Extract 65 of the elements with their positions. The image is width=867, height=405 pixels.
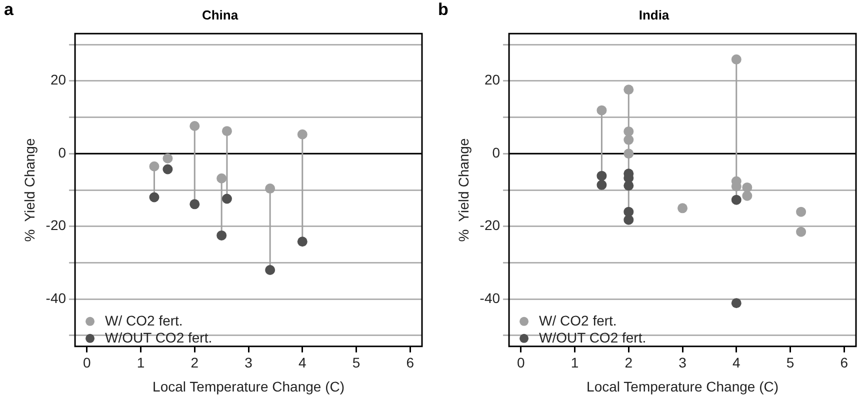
point	[149, 161, 160, 172]
point	[596, 180, 607, 190]
point	[216, 230, 227, 240]
x-axis-title: Local Temperature Change (C)	[152, 378, 344, 394]
point	[265, 184, 276, 194]
point	[624, 84, 634, 95]
y-tick-label: 20	[50, 72, 66, 88]
point	[222, 126, 232, 136]
x-tick-label: 4	[732, 354, 740, 371]
x-tick-label: 4	[298, 354, 306, 371]
y-tick-label: 0	[492, 144, 500, 160]
point	[297, 129, 308, 140]
x-tick-label: 6	[406, 354, 414, 371]
point	[624, 214, 634, 225]
legend-label: W/OUT CO2 fert.	[539, 329, 646, 346]
point	[731, 194, 742, 205]
x-tick-label: 5	[786, 354, 794, 371]
y-axis-title: % Yield Change	[21, 138, 38, 242]
point	[596, 105, 607, 116]
x-tick-label: 6	[840, 354, 848, 371]
y-tick-label: -40	[46, 290, 66, 306]
point	[731, 54, 742, 64]
x-tick-label: 3	[678, 354, 687, 371]
point	[624, 126, 634, 136]
y-tick-label: -40	[480, 290, 500, 306]
legend-label: W/ CO2 fert.	[539, 312, 617, 328]
point	[624, 180, 634, 191]
x-tick-label: 2	[624, 354, 633, 371]
y-tick-label: 0	[58, 144, 66, 160]
y-tick-label: 20	[484, 72, 500, 88]
point	[222, 194, 232, 204]
point	[596, 170, 607, 181]
point	[297, 236, 308, 247]
text: b	[438, 0, 448, 20]
x-tick-label: 0	[82, 354, 91, 371]
point	[731, 298, 742, 308]
x-tick-label: 1	[136, 354, 145, 371]
point	[624, 148, 634, 159]
legend-label: W/OUT CO2 fert.	[105, 329, 212, 346]
point	[796, 206, 806, 217]
point	[190, 199, 200, 210]
chart-title: China	[202, 7, 239, 22]
point	[149, 192, 160, 202]
x-tick-label: 3	[244, 354, 253, 371]
y-axis-title: % Yield Change	[455, 138, 472, 242]
point	[216, 173, 227, 184]
x-tick-label: 2	[190, 354, 199, 371]
point	[742, 190, 752, 201]
x-tick-label: 1	[570, 354, 579, 371]
point	[162, 153, 173, 164]
point	[162, 164, 173, 174]
x-axis-title: Local Temperature Change (C)	[586, 378, 778, 394]
legend-label: W/ CO2 fert.	[105, 312, 183, 328]
chart-title: India	[638, 7, 670, 22]
x-tick-label: 0	[516, 354, 525, 371]
point	[265, 265, 276, 276]
y-tick-label: -20	[46, 217, 66, 234]
y-tick-label: -20	[480, 217, 500, 234]
text: a	[4, 0, 14, 20]
x-tick-label: 5	[352, 354, 360, 371]
point	[190, 120, 200, 131]
point	[742, 182, 752, 192]
point	[624, 134, 634, 145]
point	[796, 226, 806, 237]
point	[678, 203, 688, 214]
